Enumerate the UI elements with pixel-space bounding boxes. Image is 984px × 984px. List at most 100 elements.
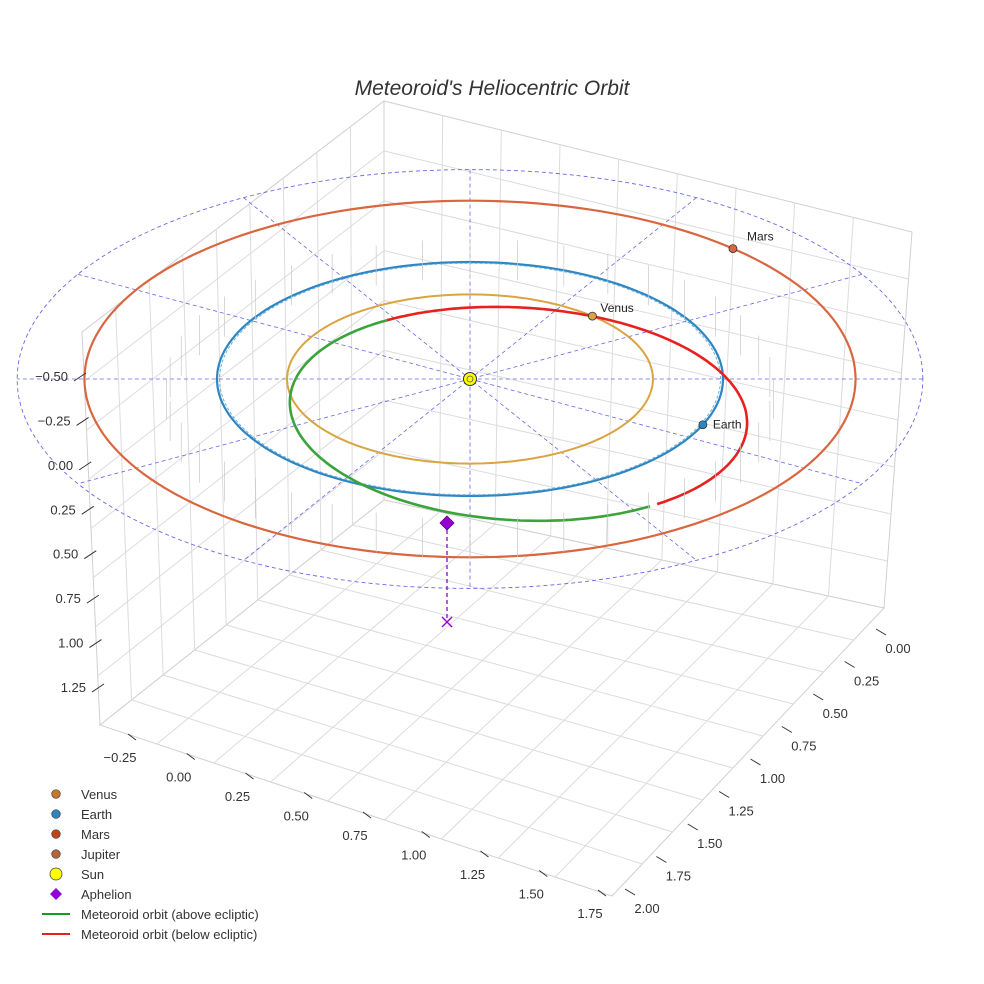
legend-item: Earth	[51, 807, 112, 822]
orbits	[83, 199, 857, 560]
grid-line	[383, 349, 895, 468]
grid-line	[327, 547, 607, 802]
legend-label: Meteoroid orbit (below ecliptic)	[81, 927, 257, 942]
grid-line	[162, 674, 673, 833]
grid-line	[270, 535, 551, 783]
y-tick-label: 1.75	[666, 869, 691, 884]
z-tick	[76, 417, 89, 426]
legend-dot-icon	[51, 809, 61, 819]
earth-orbit-inner	[218, 262, 721, 496]
z-tick-label: −0.50	[35, 369, 68, 384]
legend-label: Sun	[81, 867, 104, 882]
y-tick-label: 0.00	[885, 641, 910, 656]
ecliptic-spoke	[77, 273, 863, 485]
z-tick	[73, 372, 87, 382]
grid-line	[86, 200, 385, 431]
x-tick	[538, 870, 548, 877]
grid-line	[90, 300, 385, 529]
legend-item: Venus	[51, 787, 118, 802]
y-tick	[875, 628, 887, 636]
planet-mars-marker	[728, 244, 738, 253]
legend-item: Meteoroid orbit (above ecliptic)	[42, 907, 259, 922]
planet-mars-label: Mars	[747, 230, 774, 244]
z-tick	[78, 461, 92, 471]
x-tick-label: 0.50	[284, 809, 309, 824]
axis-panes	[81, 99, 913, 897]
aphelion-projection-marker	[441, 616, 453, 628]
z-tick	[91, 683, 105, 693]
z-tick-label: −0.25	[38, 413, 71, 428]
grid-line	[383, 150, 909, 280]
mars-orbit	[83, 199, 857, 559]
legend-label: Meteoroid orbit (above ecliptic)	[81, 907, 259, 922]
meteoroid-orbit-below	[386, 305, 749, 506]
grid-line	[554, 595, 829, 878]
y-tick-label: 1.25	[728, 804, 753, 819]
x-tick-label: 0.75	[342, 828, 367, 843]
markers: Venus Earth Mars	[439, 230, 774, 628]
x-tick	[597, 889, 607, 897]
z-tick-label: 0.50	[53, 547, 78, 562]
legend-dot-icon	[51, 829, 61, 839]
z-tick	[89, 639, 102, 648]
grid-line	[97, 449, 385, 677]
y-tick	[781, 726, 793, 733]
y-tick	[718, 791, 730, 798]
y-tick-label: 0.50	[823, 706, 848, 721]
legend-dot-icon	[51, 789, 61, 799]
y-tick	[687, 823, 699, 831]
x-tick-label: 0.25	[225, 789, 250, 804]
z-tick-label: 0.75	[56, 591, 81, 606]
legend-label: Earth	[81, 807, 112, 822]
ecliptic-spoke	[77, 273, 863, 485]
x-tick	[421, 831, 431, 838]
grid-line	[440, 571, 718, 840]
grid-line	[257, 599, 764, 737]
x-tick-label: 1.00	[401, 848, 426, 863]
planet-venus-marker	[587, 311, 597, 321]
venus-orbit	[286, 293, 654, 465]
y-tick	[750, 758, 761, 766]
z-tick	[84, 550, 97, 560]
legend-item: Jupiter	[51, 847, 121, 862]
x-tick	[362, 811, 372, 819]
grid-line	[131, 699, 643, 865]
grid-line	[320, 549, 824, 673]
y-tick	[844, 661, 855, 668]
legend-item: Sun	[49, 867, 104, 882]
legend-item: Meteoroid orbit (below ecliptic)	[42, 927, 257, 942]
x-tick	[245, 772, 254, 780]
planet-earth-label: Earth	[713, 418, 742, 432]
legend-diamond-icon	[50, 888, 62, 900]
x-tick	[127, 733, 137, 741]
sun-inner	[466, 375, 474, 383]
sun-marker	[463, 372, 477, 386]
grid-line	[95, 399, 385, 628]
meteoroid-orbit-above	[288, 318, 651, 523]
legend-label: Aphelion	[81, 887, 132, 902]
x-tick	[480, 850, 489, 858]
grid-line	[497, 583, 774, 859]
grid-line	[383, 200, 906, 327]
planet-venus-label: Venus	[600, 301, 633, 315]
y-tick-label: 1.00	[760, 771, 785, 786]
legend-label: Venus	[81, 787, 118, 802]
chart-title: Meteoroid's Heliocentric Orbit	[355, 77, 631, 100]
grid-line	[384, 559, 663, 821]
legend: Venus Earth Mars Jupiter Sun Aphelion Meteoroi…	[42, 787, 259, 942]
grid-line	[383, 399, 892, 515]
axis-ticks: −0.50 −0.25 0.00 0.25 0.50 0.75 1.00 1.25 −0.25 0…	[35, 369, 911, 921]
grid-line	[226, 624, 734, 769]
grid-line	[289, 574, 794, 705]
x-tick	[303, 792, 313, 799]
z-tick-label: 0.25	[50, 502, 75, 517]
x-tick-label: 1.50	[519, 887, 544, 902]
grid-line	[83, 150, 385, 382]
legend-sun-icon	[49, 867, 63, 881]
grid-line	[88, 250, 385, 480]
legend-label: Mars	[81, 827, 110, 842]
z-tick	[86, 594, 100, 604]
legend-item: Aphelion	[50, 887, 132, 902]
